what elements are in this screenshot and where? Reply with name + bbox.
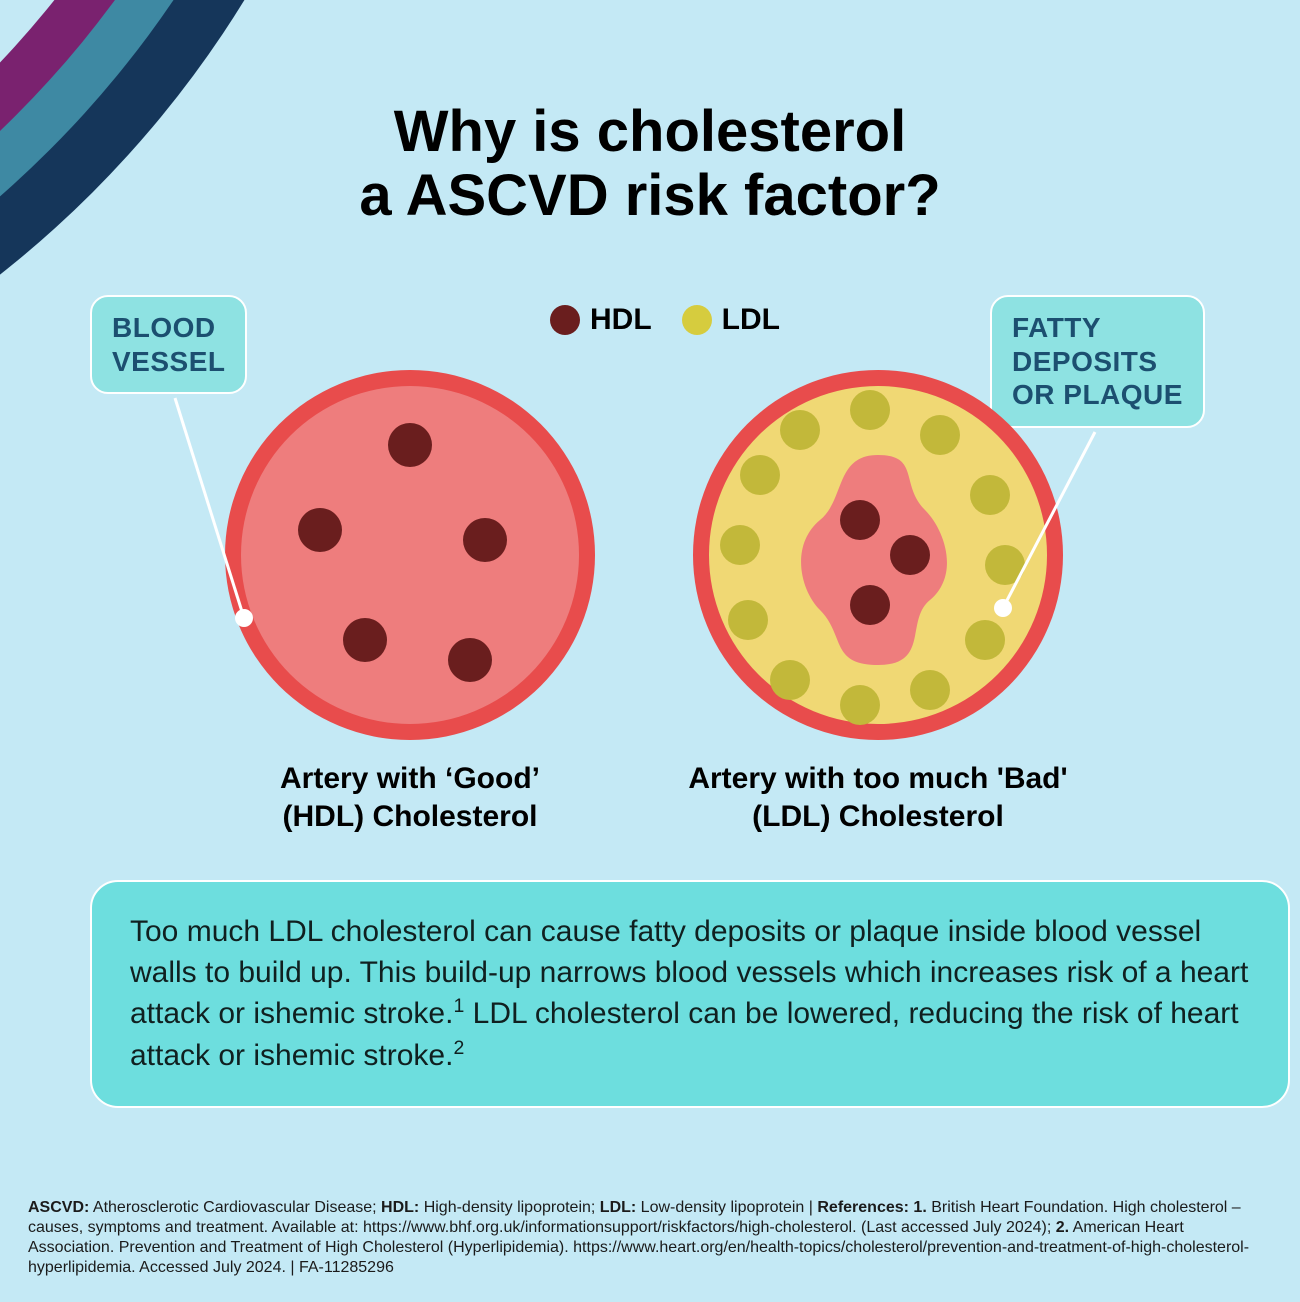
explanation-box: Too much LDL cholesterol can cause fatty…: [90, 880, 1290, 1108]
artery-right-ldl-dot-11: [740, 455, 780, 495]
artery-right-ldl-dot-7: [840, 685, 880, 725]
footer-refs-label: References: 1.: [817, 1199, 926, 1216]
infographic-root: Why is cholesterola ASCVD risk factor?HD…: [0, 0, 1300, 1302]
footer-references: ASCVD: Atherosclerotic Cardiovascular Di…: [28, 1198, 1272, 1278]
pointer-dot-left: [235, 609, 253, 627]
artery-right-ldl-dot-5: [965, 620, 1005, 660]
footer-ldl-def: Low-density lipoprotein |: [636, 1199, 817, 1216]
footer-hdl-def: High-density lipoprotein;: [419, 1199, 600, 1216]
artery-right-hdl-dot-2: [850, 585, 890, 625]
artery-left-hdl-dot-2: [463, 518, 507, 562]
artery-right-hdl-dot-1: [890, 535, 930, 575]
footer-hdl-label: HDL:: [381, 1199, 419, 1216]
artery-right-hdl-dot-0: [840, 500, 880, 540]
caption-artery-good: Artery with ‘Good’ (HDL) Cholesterol: [210, 760, 610, 835]
footer-ascvd-label: ASCVD:: [28, 1199, 89, 1216]
caption-artery-bad-line1: Artery with too much 'Bad': [688, 762, 1067, 795]
footer-ldl-label: LDL:: [600, 1199, 636, 1216]
artery-left-hdl-dot-3: [343, 618, 387, 662]
caption-artery-good-line1: Artery with ‘Good’: [280, 762, 540, 795]
artery-left-hdl-dot-4: [448, 638, 492, 682]
artery-right-ldl-dot-8: [770, 660, 810, 700]
infobox-ref-2: 2: [453, 1037, 464, 1059]
pointer-dot-right: [994, 599, 1012, 617]
artery-right-ldl-dot-2: [920, 415, 960, 455]
artery-left-hdl-dot-1: [298, 508, 342, 552]
artery-right-ldl-dot-1: [850, 390, 890, 430]
artery-left-hdl-dot-0: [388, 423, 432, 467]
caption-artery-good-line2: (HDL) Cholesterol: [283, 800, 538, 833]
footer-ascvd-def: Atherosclerotic Cardiovascular Disease;: [89, 1199, 381, 1216]
caption-artery-bad-line2: (LDL) Cholesterol: [752, 800, 1004, 833]
infobox-ref-1: 1: [453, 995, 464, 1017]
artery-right-ldl-dot-6: [910, 670, 950, 710]
artery-right-ldl-dot-0: [780, 410, 820, 450]
artery-right-ldl-dot-9: [728, 600, 768, 640]
artery-diagram: [0, 0, 1300, 900]
artery-right-ldl-dot-3: [970, 475, 1010, 515]
footer-ref2-label: 2.: [1056, 1219, 1069, 1236]
caption-artery-bad: Artery with too much 'Bad' (LDL) Choleste…: [678, 760, 1078, 835]
artery-right-ldl-dot-10: [720, 525, 760, 565]
